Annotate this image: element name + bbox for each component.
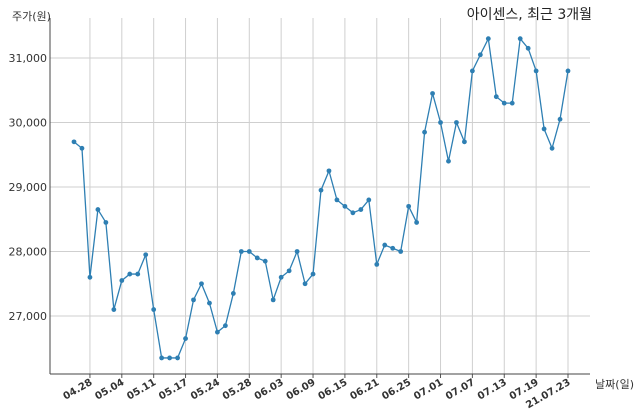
data-point bbox=[358, 207, 364, 212]
data-point bbox=[334, 197, 340, 203]
grid-lines bbox=[50, 18, 590, 374]
data-point bbox=[501, 100, 507, 106]
axes bbox=[49, 18, 590, 378]
x-tick-label: 07.07 bbox=[444, 377, 477, 402]
data-point bbox=[191, 297, 196, 303]
data-point bbox=[493, 94, 499, 100]
x-tick-label: 05.04 bbox=[93, 377, 126, 402]
x-tick-label: 06.09 bbox=[285, 377, 318, 402]
data-point bbox=[485, 36, 491, 42]
data-point bbox=[119, 278, 125, 283]
data-point bbox=[278, 274, 284, 280]
y-tick-label: 27,000 bbox=[9, 310, 48, 323]
data-point bbox=[517, 36, 523, 42]
data-point bbox=[350, 210, 356, 216]
data-point bbox=[270, 297, 276, 303]
x-tick-label: 05.17 bbox=[157, 377, 190, 402]
data-point bbox=[374, 262, 380, 267]
data-point bbox=[175, 355, 180, 361]
data-point bbox=[79, 145, 85, 151]
data-point bbox=[446, 158, 451, 164]
data-point bbox=[549, 145, 555, 151]
data-point bbox=[454, 120, 459, 125]
x-tick-label: 07.01 bbox=[412, 377, 445, 402]
x-tick-label: 07.13 bbox=[476, 377, 509, 402]
data-point bbox=[222, 323, 228, 329]
price-series bbox=[71, 36, 571, 361]
data-point bbox=[533, 68, 539, 74]
data-point bbox=[422, 129, 427, 135]
data-point bbox=[87, 274, 93, 280]
x-tick-label: 06.03 bbox=[253, 377, 286, 402]
data-point bbox=[183, 336, 188, 341]
data-point bbox=[469, 68, 475, 74]
y-tick-label: 30,000 bbox=[9, 117, 48, 130]
data-point bbox=[438, 120, 443, 125]
data-point bbox=[541, 126, 547, 132]
data-point bbox=[406, 203, 412, 209]
x-tick-label: 05.11 bbox=[125, 377, 158, 402]
data-point bbox=[525, 45, 531, 51]
series-line bbox=[73, 36, 569, 359]
data-point bbox=[246, 249, 252, 254]
data-point bbox=[199, 281, 204, 287]
y-tick-label: 31,000 bbox=[9, 52, 48, 65]
data-point bbox=[302, 281, 308, 287]
data-point bbox=[462, 139, 467, 145]
data-point bbox=[565, 68, 571, 74]
data-point bbox=[509, 100, 515, 106]
data-point bbox=[215, 329, 220, 335]
data-point bbox=[151, 307, 157, 312]
data-point bbox=[103, 220, 109, 225]
data-point bbox=[318, 187, 324, 193]
data-point bbox=[294, 249, 300, 254]
data-point bbox=[390, 245, 396, 251]
data-point bbox=[557, 116, 563, 122]
data-point bbox=[262, 258, 268, 264]
y-axis-label: 주가(원) bbox=[12, 10, 51, 23]
data-point bbox=[143, 252, 149, 258]
y-tick-labels: 27,000 28,000 29,000 30,000 31,000 bbox=[9, 52, 48, 323]
data-point bbox=[398, 249, 404, 254]
data-point bbox=[238, 249, 244, 254]
data-point bbox=[111, 307, 117, 312]
y-tick-label: 28,000 bbox=[9, 246, 48, 259]
data-point bbox=[366, 197, 372, 203]
data-point bbox=[326, 168, 332, 174]
x-tick-label: 05.28 bbox=[221, 377, 254, 402]
data-point bbox=[135, 271, 141, 277]
x-tick-labels: 04.2805.0405.1105.1705.2405.2806.0306.09… bbox=[62, 377, 573, 411]
data-point bbox=[159, 355, 165, 361]
data-point bbox=[286, 268, 292, 274]
data-point bbox=[207, 300, 212, 306]
data-point bbox=[382, 242, 388, 248]
data-point bbox=[167, 355, 173, 361]
data-point bbox=[414, 220, 420, 225]
data-point bbox=[127, 271, 133, 277]
data-point bbox=[254, 255, 260, 261]
x-tick-label: 06.15 bbox=[317, 377, 350, 402]
x-tick-label: 05.24 bbox=[189, 377, 222, 402]
x-tick-label: 06.25 bbox=[380, 377, 413, 402]
chart-title: 아이센스, 최근 3개월 bbox=[466, 7, 592, 23]
data-point bbox=[342, 203, 348, 209]
data-point bbox=[230, 291, 236, 296]
data-point bbox=[95, 207, 101, 212]
data-point bbox=[310, 271, 316, 277]
data-point bbox=[430, 91, 435, 96]
x-tick-label: 04.28 bbox=[62, 377, 95, 402]
x-tick-label: 06.21 bbox=[348, 377, 381, 402]
y-tick-label: 29,000 bbox=[9, 181, 48, 194]
x-axis-label: 날짜(일) bbox=[595, 378, 634, 391]
data-point bbox=[477, 52, 483, 58]
data-point bbox=[71, 139, 77, 145]
